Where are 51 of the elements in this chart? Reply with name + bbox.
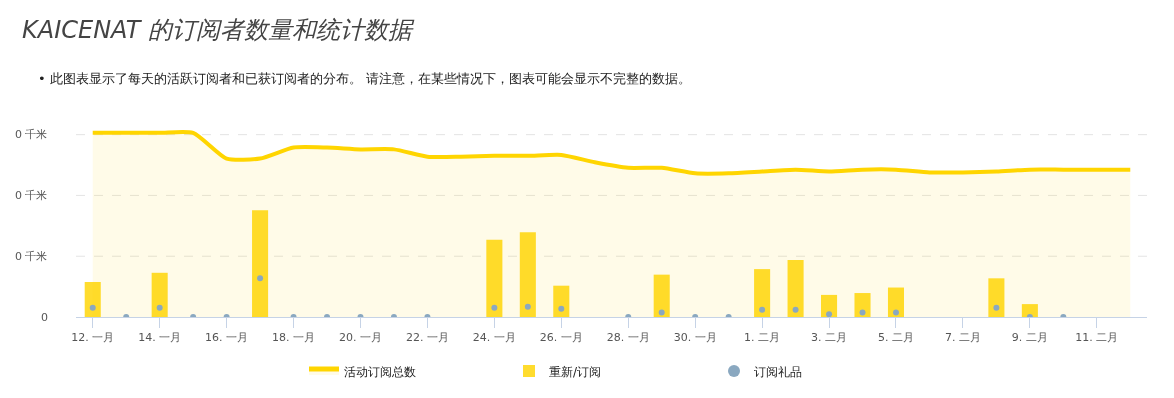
x-tick-label: 14. 一月 — [138, 331, 182, 345]
bar — [84, 282, 101, 317]
x-tick-label: 18. 一月 — [272, 331, 316, 345]
bar — [553, 285, 570, 317]
x-tick-label: 26. 一月 — [539, 331, 583, 345]
ref-line-label: 0 千米 — [15, 189, 48, 202]
point — [759, 306, 766, 313]
point — [89, 304, 96, 311]
x-tick-label: 22. 一月 — [405, 331, 449, 345]
bar — [519, 232, 536, 317]
bar — [787, 259, 804, 317]
x-tick-label: 16. 一月 — [205, 331, 249, 345]
point — [658, 309, 665, 316]
point — [859, 309, 866, 316]
point — [792, 306, 799, 313]
legend-label: 活动订阅总数 — [344, 364, 416, 379]
chart-title: KAICENAT 的订阅者数量和统计数据 — [22, 15, 413, 46]
text: 0 — [41, 311, 48, 324]
point — [892, 309, 899, 316]
x-tick-label: 20. 一月 — [338, 331, 382, 345]
point — [558, 305, 565, 312]
bar — [653, 274, 670, 317]
bar — [854, 293, 871, 317]
bar — [754, 269, 771, 317]
x-tick-label: 28. 一月 — [606, 331, 650, 345]
point — [826, 311, 833, 317]
x-tick-label: 1. 二月 — [744, 331, 781, 345]
bar — [821, 294, 838, 317]
bar — [486, 239, 503, 317]
ref-line-label: 0 千米 — [15, 128, 48, 141]
ref-line-label: 0 千米 — [15, 250, 48, 263]
point — [993, 304, 1000, 311]
bar — [887, 287, 905, 317]
point — [524, 303, 531, 310]
x-tick-label: 9. 二月 — [1011, 331, 1048, 345]
x-tick-label: 3. 二月 — [811, 331, 848, 345]
point — [491, 304, 498, 311]
legend-label: 重新/订阅 — [549, 364, 602, 379]
legend-label: 订阅礼品 — [754, 364, 802, 379]
bar — [1021, 304, 1038, 317]
x-tick-label: 30. 一月 — [673, 331, 717, 345]
bar — [252, 210, 269, 317]
x-tick-label: 24. 一月 — [472, 331, 516, 345]
x-tick-label: 12. 一月 — [71, 331, 115, 345]
bar — [988, 278, 1005, 317]
chart-subtitle: • 此图表显示了每天的活跃订阅者和已获订阅者的分布。 请注意，在某些情况下，图表可能会显示不完整的数据。 — [38, 70, 691, 88]
x-tick-label: 5. 二月 — [877, 331, 914, 345]
bar — [151, 272, 168, 317]
x-tick-label: 11. 二月 — [1075, 331, 1119, 345]
point — [156, 304, 163, 311]
x-tick-label: 7. 二月 — [944, 331, 981, 345]
